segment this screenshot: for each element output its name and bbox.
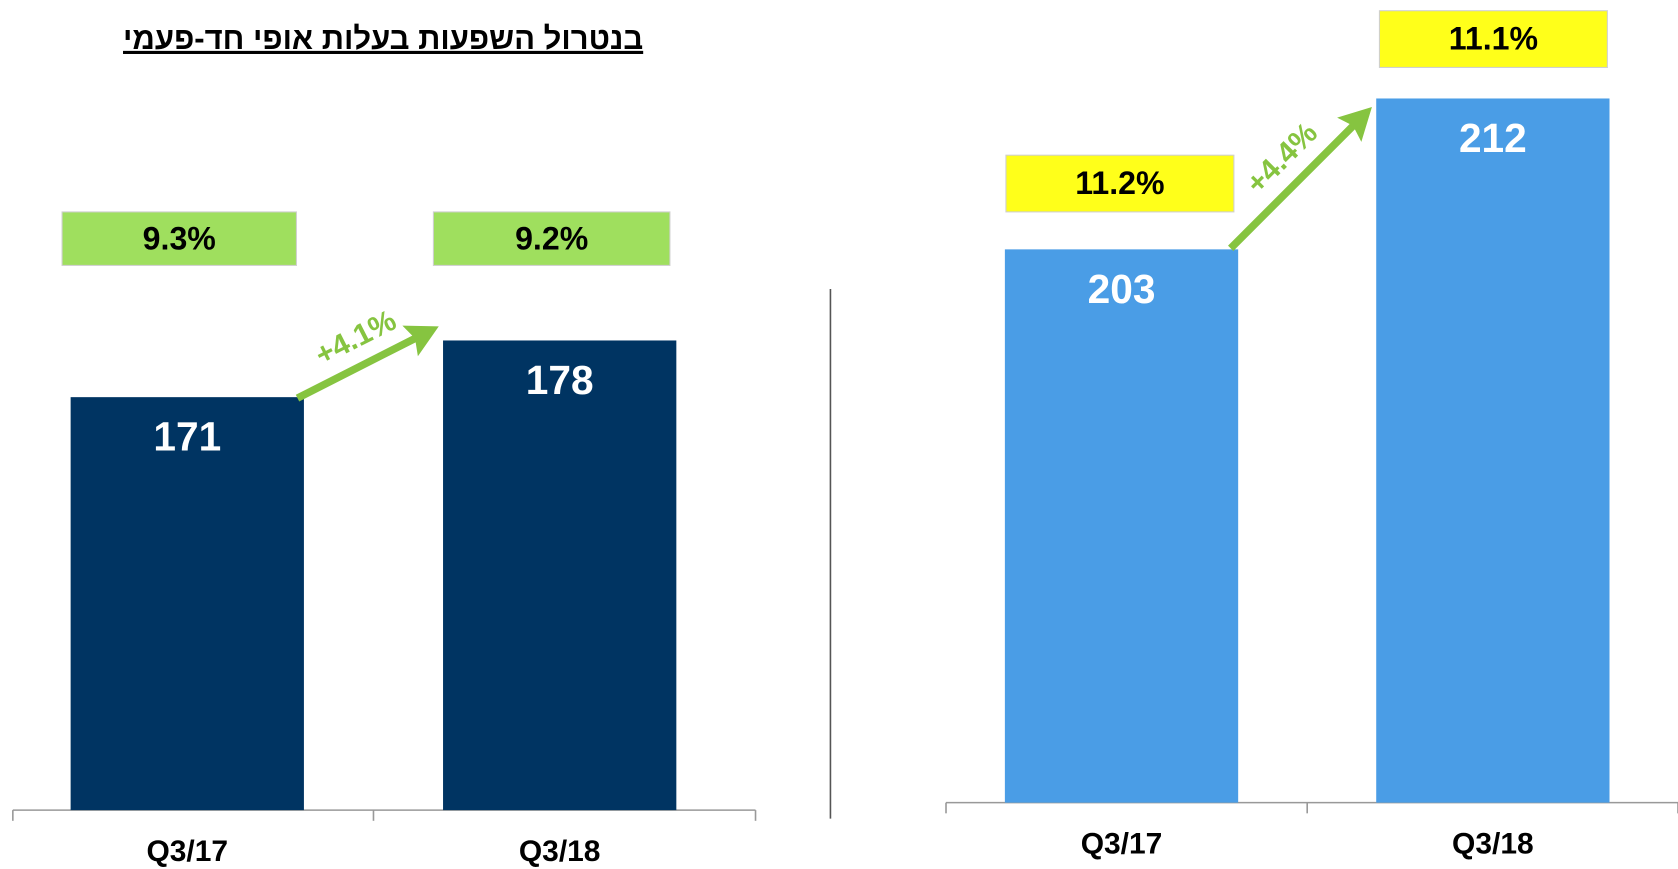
bar-value-label: 203 bbox=[1088, 266, 1156, 312]
margin-box bbox=[1005, 154, 1235, 213]
bar bbox=[1004, 249, 1239, 803]
bar-value-label: 212 bbox=[1459, 115, 1527, 161]
x-tick-label: Q3/18 bbox=[519, 835, 601, 868]
x-tick-label: Q3/18 bbox=[1452, 827, 1534, 860]
bar-value-label: 178 bbox=[526, 357, 594, 403]
margin-box bbox=[1378, 10, 1608, 68]
margin-label: 11.1% bbox=[1449, 21, 1538, 57]
chart-title: בנטרול השפעות בעלות אופי חד-פעמי bbox=[123, 21, 643, 56]
bar-value-label: 171 bbox=[153, 414, 221, 460]
bar bbox=[443, 340, 677, 811]
arrow-shape bbox=[1228, 107, 1372, 251]
margin-label: 9.2% bbox=[515, 220, 588, 256]
change-arrow bbox=[1228, 107, 1372, 251]
change-arrow bbox=[295, 325, 439, 402]
margin-box bbox=[432, 211, 671, 266]
bar bbox=[70, 397, 304, 811]
arrow-shape bbox=[295, 325, 439, 402]
margin-label: 11.2% bbox=[1075, 165, 1164, 201]
change-label: +4.1% bbox=[310, 304, 401, 372]
margin-label: 9.3% bbox=[143, 220, 216, 256]
x-tick-label: Q3/17 bbox=[146, 835, 228, 868]
change-label: +4.4% bbox=[1240, 116, 1324, 200]
bar bbox=[1376, 98, 1610, 803]
x-tick-label: Q3/17 bbox=[1081, 827, 1163, 860]
margin-box bbox=[61, 211, 297, 266]
